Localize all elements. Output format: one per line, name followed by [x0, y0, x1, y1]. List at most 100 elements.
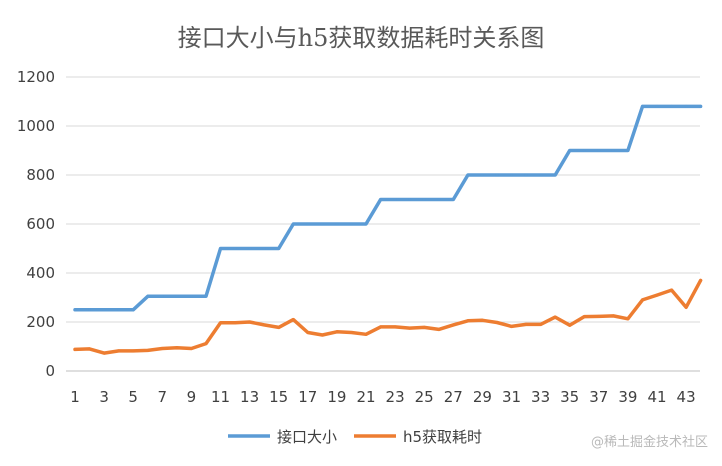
y-tick-label: 200	[26, 313, 55, 331]
data-point	[88, 347, 91, 351]
data-point	[291, 318, 295, 322]
data-point	[248, 247, 252, 250]
data-point	[597, 314, 601, 318]
data-point	[364, 332, 368, 336]
data-point	[451, 198, 455, 201]
data-point	[466, 319, 470, 323]
data-point	[568, 323, 572, 327]
data-point	[641, 104, 644, 108]
data-point	[553, 173, 557, 177]
data-point	[175, 294, 179, 298]
data-point	[422, 198, 426, 201]
data-point	[146, 294, 150, 298]
data-point	[262, 323, 266, 327]
data-point	[408, 326, 412, 330]
x-tick-label: 35	[560, 388, 579, 406]
data-point	[611, 314, 615, 318]
data-point	[524, 173, 528, 177]
data-point	[408, 198, 412, 201]
x-tick-label: 11	[211, 388, 230, 406]
data-point	[131, 349, 135, 353]
x-tick-label: 39	[618, 388, 637, 406]
data-point	[320, 333, 324, 337]
data-point	[233, 321, 237, 325]
series-line-0	[73, 104, 703, 312]
data-point	[553, 315, 557, 319]
legend-label-0: 接口大小	[277, 428, 337, 446]
data-point	[160, 347, 164, 350]
data-point	[146, 348, 150, 352]
data-point	[655, 293, 659, 297]
data-point	[204, 342, 208, 346]
x-tick-label: 29	[473, 388, 492, 406]
data-point	[349, 331, 353, 334]
y-tick-label: 0	[45, 362, 55, 380]
x-axis-ticks: 1 3 5 7 9 11 13 15 17 19 21 23 25 27 29 31 33 35 37 39 41 43	[70, 388, 695, 406]
series-line-1	[73, 278, 703, 355]
data-point	[480, 173, 484, 177]
data-point	[88, 308, 91, 312]
data-point	[160, 294, 164, 298]
data-point	[219, 321, 222, 325]
data-point	[582, 149, 586, 152]
data-point	[262, 247, 266, 250]
data-point	[277, 247, 281, 250]
chart-title: 接口大小与h5获取数据耗时关系图	[178, 24, 545, 52]
data-point	[379, 325, 383, 329]
x-tick-label: 43	[677, 388, 696, 406]
data-point	[670, 104, 674, 108]
data-point	[102, 308, 106, 312]
x-tick-label: 19	[327, 388, 346, 406]
data-point	[539, 173, 543, 177]
data-point	[306, 331, 310, 334]
series-layer	[73, 104, 703, 355]
y-tick-label: 600	[26, 215, 55, 233]
data-point	[219, 247, 222, 250]
x-tick-label: 1	[70, 388, 80, 406]
data-point	[117, 349, 121, 353]
x-tick-label: 31	[502, 388, 521, 406]
data-point	[320, 222, 324, 226]
data-point	[655, 104, 659, 108]
x-tick-label: 23	[386, 388, 405, 406]
data-point	[699, 278, 703, 282]
x-tick-label: 7	[158, 388, 168, 406]
data-point	[335, 330, 339, 334]
data-point	[466, 173, 470, 177]
x-tick-label: 17	[298, 388, 317, 406]
data-point	[641, 298, 644, 302]
data-point	[510, 173, 513, 177]
data-point	[393, 325, 397, 329]
data-point	[291, 222, 295, 226]
data-point	[611, 149, 615, 152]
data-point	[495, 321, 499, 324]
data-point	[495, 173, 499, 177]
data-point	[248, 320, 252, 324]
x-tick-label: 15	[269, 388, 288, 406]
legend: 接口大小 h5获取耗时	[228, 428, 482, 446]
data-point	[684, 104, 688, 108]
data-point	[670, 288, 674, 292]
data-point	[699, 104, 703, 108]
data-point	[480, 318, 484, 322]
data-point	[175, 346, 179, 350]
data-point	[597, 149, 601, 152]
x-tick-label: 9	[187, 388, 197, 406]
data-point	[349, 222, 353, 226]
data-point	[626, 317, 630, 321]
data-point	[306, 222, 310, 226]
y-tick-label: 1200	[17, 68, 55, 86]
data-point	[524, 322, 528, 326]
gridlines	[66, 76, 700, 323]
data-point	[684, 305, 688, 309]
data-point	[510, 324, 513, 328]
data-point	[437, 327, 441, 331]
data-point	[568, 149, 572, 152]
x-tick-label: 25	[415, 388, 434, 406]
data-point	[364, 222, 368, 226]
data-point	[73, 308, 77, 312]
data-point	[626, 149, 630, 152]
x-tick-label: 37	[589, 388, 608, 406]
x-tick-label: 41	[647, 388, 666, 406]
